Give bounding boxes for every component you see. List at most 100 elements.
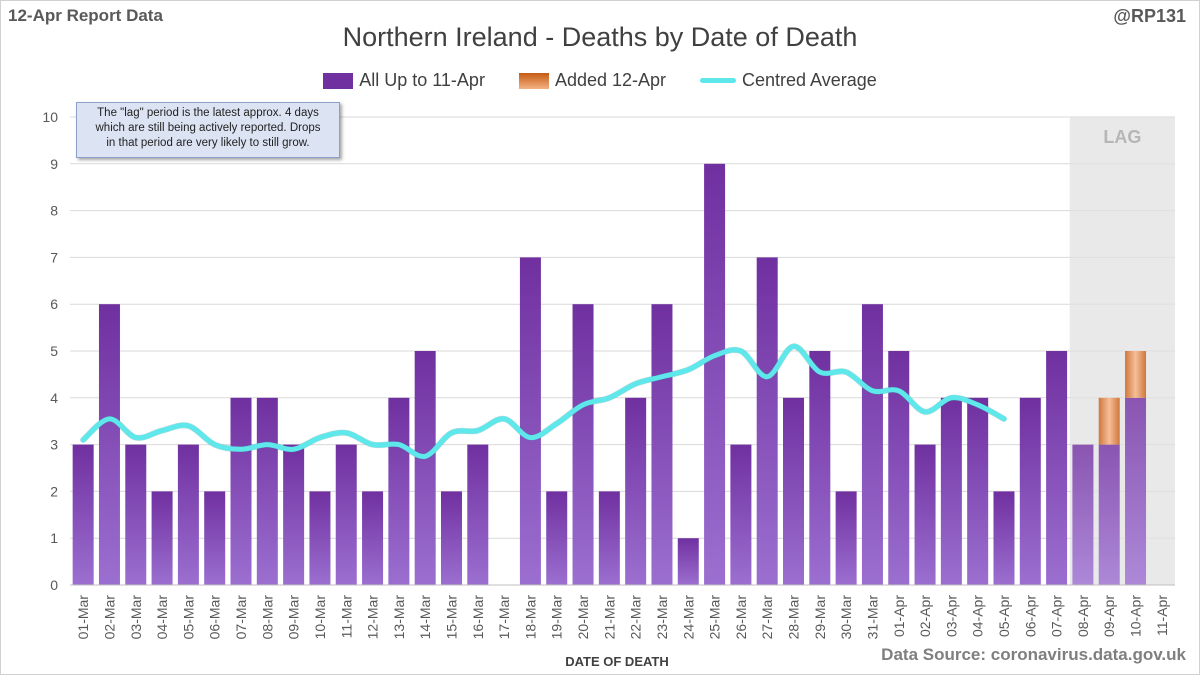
bar-all-01-Apr [888, 351, 910, 585]
x-tick-label: 23-Mar [654, 595, 670, 640]
x-tick-label: 09-Mar [286, 595, 302, 640]
bar-all-23-Mar [651, 304, 673, 585]
bar-all-04-Apr [967, 397, 989, 585]
x-tick-label: 27-Mar [759, 595, 775, 640]
x-tick-label: 11-Apr [1154, 595, 1170, 636]
data-source: Data Source: coronavirus.data.gov.uk [881, 645, 1186, 664]
y-tick-label: 2 [50, 483, 58, 499]
x-tick-label: 09-Apr [1101, 595, 1117, 637]
bar-all-10-Mar [309, 491, 331, 585]
bar-all-29-Mar [809, 351, 831, 585]
legend-label-average: Centred Average [742, 70, 877, 90]
lag-note-box: The "lag" period is the latest approx. 4… [76, 102, 340, 158]
x-tick-label: 02-Apr [917, 595, 933, 637]
y-tick-label: 8 [50, 203, 58, 219]
x-tick-label: 03-Mar [128, 595, 144, 640]
y-tick-label: 7 [50, 249, 58, 265]
x-tick-label: 17-Mar [496, 595, 512, 640]
y-tick-label: 9 [50, 156, 58, 172]
x-tick-label: 08-Mar [259, 595, 275, 640]
bar-all-06-Apr [1019, 397, 1041, 585]
bar-all-15-Mar [440, 491, 462, 585]
x-tick-label: 01-Apr [891, 595, 907, 637]
x-tick-label: 08-Apr [1075, 595, 1091, 637]
bar-added-09-Apr [1098, 397, 1120, 445]
bar-all-02-Apr [914, 444, 936, 585]
bar-all-05-Mar [177, 444, 199, 585]
lag-fade-overlay [1069, 117, 1175, 585]
author-handle: @RP131 [1113, 6, 1186, 26]
bar-all-21-Mar [598, 491, 620, 585]
bar-all-27-Mar [756, 257, 778, 585]
bar-all-08-Mar [256, 397, 278, 585]
bar-all-05-Apr [993, 491, 1015, 585]
y-tick-label: 3 [50, 437, 58, 453]
bar-all-18-Mar [519, 257, 541, 585]
y-tick-label: 5 [50, 343, 58, 359]
x-tick-label: 06-Mar [207, 595, 223, 640]
bar-all-03-Apr [940, 397, 962, 585]
x-tick-label: 25-Mar [707, 595, 723, 640]
bar-all-04-Mar [151, 491, 173, 585]
legend-swatch-average [700, 78, 737, 83]
average-line [80, 343, 1007, 459]
bar-all-02-Mar [98, 304, 120, 585]
y-tick-label: 6 [50, 296, 58, 312]
x-axis-title: DATE OF DEATH [565, 654, 669, 669]
x-tick-label: 29-Mar [812, 595, 828, 640]
legend-label-all: All Up to 11-Apr [359, 70, 485, 90]
x-tick-label: 10-Mar [312, 595, 328, 640]
x-tick-label: 10-Apr [1128, 595, 1144, 637]
x-tick-label: 01-Mar [75, 595, 91, 640]
bar-added-10-Apr [1125, 351, 1147, 398]
bar-all-16-Mar [467, 444, 489, 585]
y-tick-label: 1 [50, 530, 58, 546]
bar-all-13-Mar [388, 397, 410, 585]
x-tick-label: 05-Apr [996, 595, 1012, 637]
legend-swatch-added [518, 72, 549, 89]
report-date-label: 12-Apr Report Data [8, 6, 163, 25]
bar-all-12-Mar [362, 491, 384, 585]
y-tick-label: 10 [42, 109, 58, 125]
x-tick-label: 20-Mar [575, 595, 591, 640]
x-tick-label: 11-Mar [338, 595, 354, 639]
x-tick-label: 02-Mar [101, 595, 117, 640]
legend-label-added: Added 12-Apr [554, 70, 667, 90]
bar-all-11-Mar [335, 444, 357, 585]
x-tick-label: 15-Mar [443, 595, 459, 640]
x-tick-label: 04-Mar [154, 595, 170, 640]
x-tick-label: 07-Mar [233, 595, 249, 640]
x-tick-label: 24-Mar [680, 595, 696, 640]
x-tick-label: 16-Mar [470, 595, 486, 640]
bar-all-31-Mar [861, 304, 883, 585]
chart-title: Northern Ireland - Deaths by Date of Dea… [342, 22, 858, 52]
x-tick-label: 21-Mar [601, 595, 617, 640]
chart-legend: All Up to 11-Apr Added 12-Apr Centred Av… [0, 70, 1200, 91]
x-tick-label: 06-Apr [1022, 595, 1038, 637]
bar-all-19-Mar [546, 491, 568, 585]
x-tick-label: 22-Mar [628, 595, 644, 640]
x-tick-label: 31-Mar [864, 595, 880, 640]
bar-all-26-Mar [730, 444, 752, 585]
x-tick-label: 03-Apr [943, 595, 959, 637]
bar-all-14-Mar [414, 351, 436, 585]
x-tick-label: 18-Mar [522, 595, 538, 640]
bar-all-25-Mar [704, 163, 726, 586]
lag-note-line: The "lag" period is the latest approx. 4… [97, 107, 319, 119]
legend-item-added: Added 12-Apr [518, 70, 667, 91]
x-tick-label: 12-Mar [365, 595, 381, 640]
bar-all-07-Mar [230, 397, 252, 585]
bar-all-09-Apr [1098, 444, 1120, 585]
bar-all-24-Mar [677, 538, 699, 585]
x-tick-label: 19-Mar [549, 595, 565, 640]
x-tick-label: 07-Apr [1049, 595, 1065, 637]
x-tick-label: 13-Mar [391, 595, 407, 640]
lag-note-line: in that period are very likely to still … [106, 137, 310, 149]
legend-swatch-all [323, 72, 354, 89]
x-tick-label: 30-Mar [838, 595, 854, 640]
bar-all-20-Mar [572, 304, 594, 585]
bar-all-03-Mar [125, 444, 147, 585]
lag-label: LAG [1103, 127, 1141, 147]
x-tick-label: 28-Mar [786, 595, 802, 640]
